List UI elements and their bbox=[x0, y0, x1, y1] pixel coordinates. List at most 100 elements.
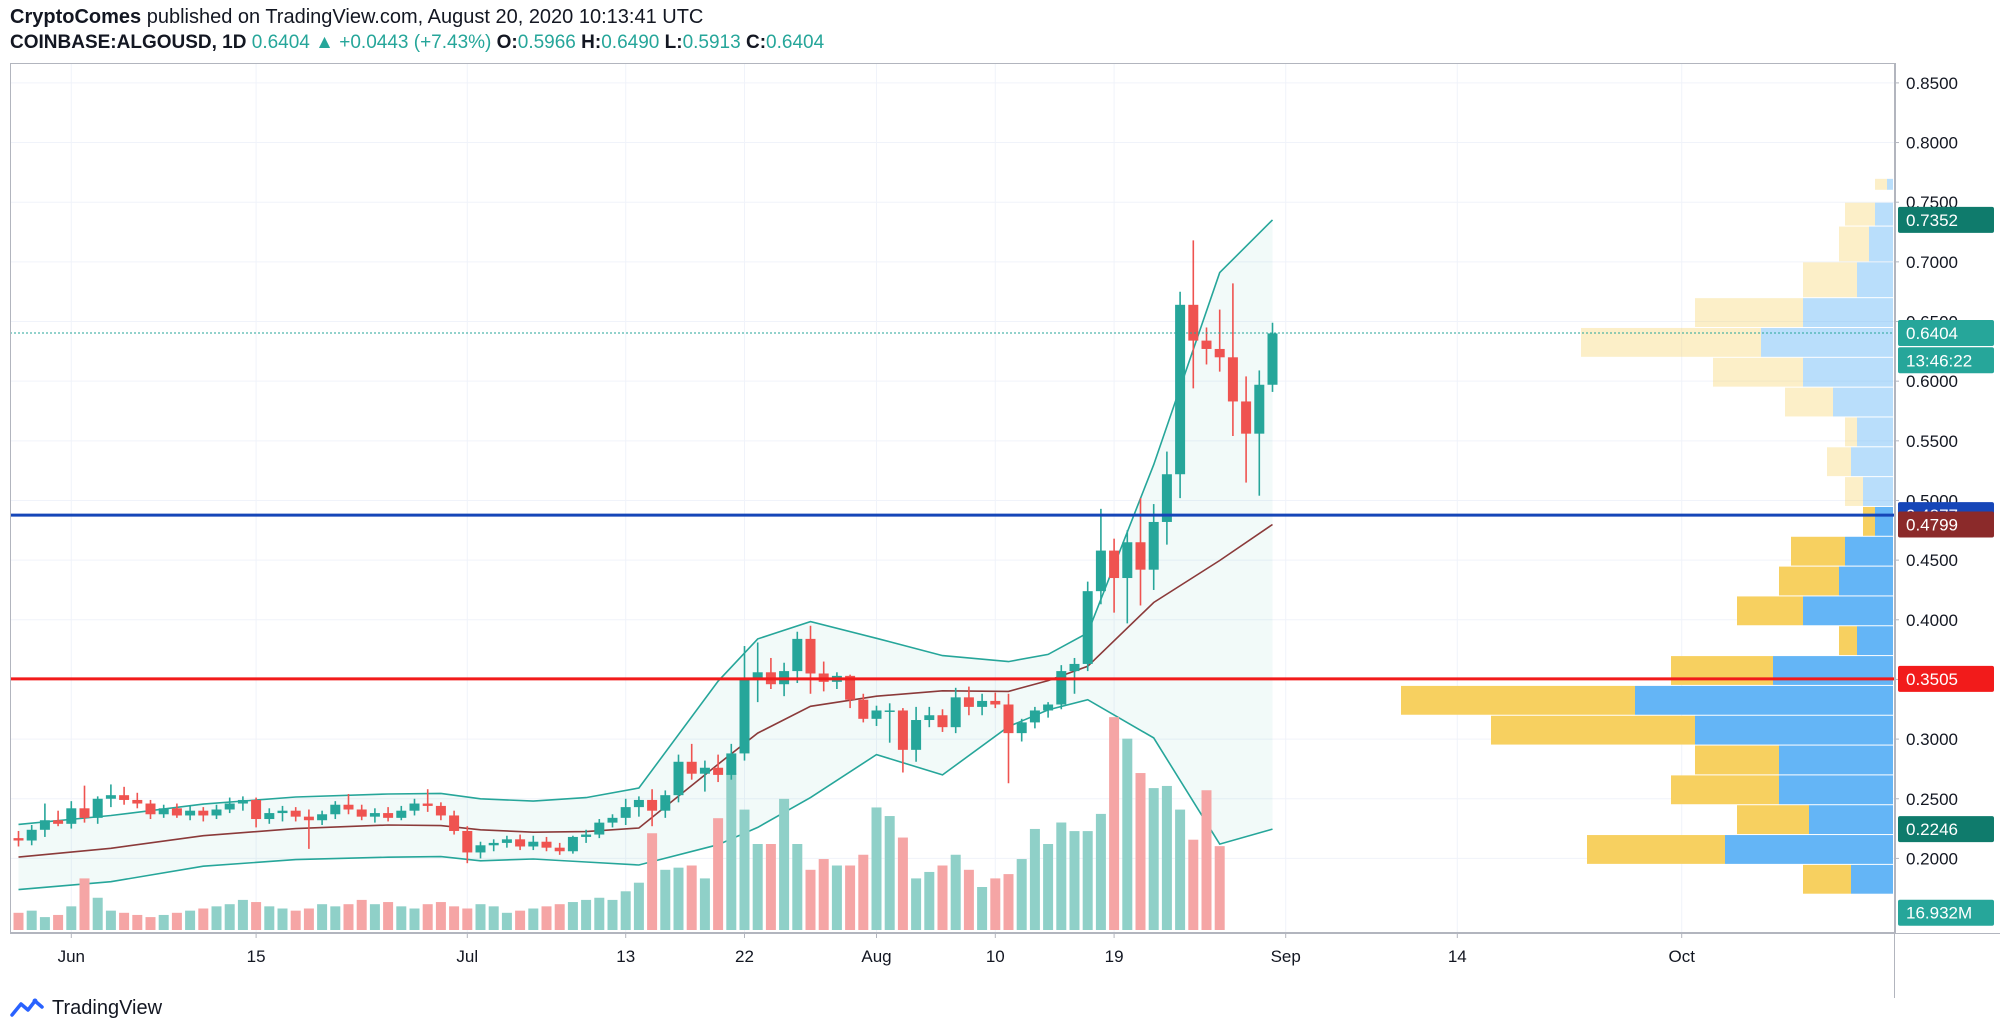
candle-body bbox=[1267, 333, 1278, 385]
candle bbox=[1188, 240, 1199, 389]
candle bbox=[581, 829, 592, 843]
candle-body bbox=[1188, 304, 1199, 341]
candle-body bbox=[699, 767, 710, 774]
price-tick-label: 0.2500 bbox=[1906, 790, 1958, 809]
volume-bar bbox=[158, 914, 169, 930]
candle bbox=[726, 743, 737, 780]
candle-body bbox=[1148, 521, 1159, 570]
volume-bar bbox=[607, 899, 618, 930]
price-chart[interactable]: 0.85000.80000.75000.70000.65000.60000.55… bbox=[0, 0, 2000, 1000]
candle-body bbox=[369, 813, 380, 817]
candle bbox=[105, 784, 116, 808]
volume-profile-sell-bar bbox=[1491, 715, 1695, 745]
candle bbox=[317, 810, 328, 826]
volume-profile-buy-bar bbox=[1725, 835, 1893, 864]
symbol-label[interactable]: COINBASE:ALGOUSD, 1D bbox=[10, 32, 247, 53]
candle-body bbox=[211, 809, 222, 816]
price-tick-label: 0.7000 bbox=[1906, 253, 1958, 272]
candle bbox=[1254, 370, 1265, 496]
volume-bar bbox=[1069, 831, 1080, 930]
candle-body bbox=[726, 753, 737, 775]
volume-bar bbox=[739, 809, 750, 930]
volume-profile-buy-bar bbox=[1803, 298, 1893, 327]
candle bbox=[1227, 283, 1238, 437]
time-tick-label: Oct bbox=[1668, 947, 1695, 966]
price-badge-bg bbox=[1898, 206, 1994, 233]
candle bbox=[26, 825, 37, 846]
volume-bar bbox=[1135, 773, 1146, 930]
volume-bar bbox=[541, 906, 552, 930]
price-badge-bg bbox=[1898, 347, 1994, 374]
price-badge: 16.932M bbox=[1898, 899, 1994, 926]
candle-body bbox=[396, 810, 407, 818]
volume-bar bbox=[963, 869, 974, 930]
candle-body bbox=[330, 804, 341, 815]
candle-body bbox=[1003, 704, 1014, 734]
volume-profile-buy-bar bbox=[1875, 202, 1893, 226]
volume-bar bbox=[792, 844, 803, 930]
candle bbox=[1056, 665, 1067, 710]
candle-body bbox=[501, 839, 512, 843]
candle-body bbox=[686, 761, 697, 774]
volume-bar bbox=[1161, 785, 1172, 930]
candle-body bbox=[752, 672, 763, 680]
volume-bar bbox=[897, 837, 908, 930]
time-axis[interactable]: Jun 15 Jul 13 22 Aug 10 19 Sep 14 Oct bbox=[58, 933, 1696, 966]
candle-body bbox=[977, 700, 988, 707]
published-text: published on TradingView.com, August 20,… bbox=[146, 6, 704, 28]
volume-profile-sell-bar bbox=[1587, 835, 1725, 864]
candle-body bbox=[845, 675, 856, 700]
candle bbox=[1095, 508, 1106, 605]
candle-body bbox=[950, 697, 961, 728]
footer-brand[interactable]: TradingView bbox=[52, 996, 163, 1019]
candle bbox=[686, 743, 697, 780]
candle bbox=[39, 803, 50, 837]
volume-bar bbox=[369, 904, 380, 930]
candle bbox=[739, 646, 750, 761]
volume-profile-sell-bar bbox=[1779, 566, 1839, 596]
volume-bar bbox=[462, 908, 473, 930]
time-tick-label: 10 bbox=[986, 947, 1005, 966]
candle bbox=[1016, 718, 1027, 742]
candle-body bbox=[633, 799, 644, 808]
candle-body bbox=[303, 816, 314, 821]
candle bbox=[13, 830, 24, 847]
tradingview-logo-icon[interactable] bbox=[10, 997, 44, 1019]
volume-bar bbox=[13, 912, 24, 930]
volume-bar bbox=[1214, 846, 1225, 930]
candle-body bbox=[884, 710, 895, 712]
candle bbox=[528, 835, 539, 851]
volume-bar bbox=[79, 878, 90, 930]
volume-bar bbox=[950, 854, 961, 930]
volume-bar bbox=[475, 904, 486, 930]
candle bbox=[937, 709, 948, 732]
candle-body bbox=[1016, 722, 1027, 734]
candle bbox=[633, 796, 644, 817]
candle bbox=[1148, 504, 1159, 590]
volume-bar bbox=[1029, 828, 1040, 930]
candle-body bbox=[39, 820, 50, 830]
volume-bar bbox=[686, 865, 697, 930]
candle bbox=[924, 706, 935, 728]
author-name[interactable]: CryptoComes bbox=[10, 6, 142, 28]
time-tick-label: Jun bbox=[58, 947, 85, 966]
volume-profile-sell-bar bbox=[1803, 864, 1851, 894]
candle bbox=[1122, 530, 1133, 624]
volume-profile-buy-bar bbox=[1803, 596, 1893, 626]
candle-body bbox=[237, 799, 248, 804]
candle-body bbox=[356, 809, 367, 817]
candle-body bbox=[554, 847, 565, 852]
candle bbox=[119, 786, 130, 805]
candle-body bbox=[158, 808, 169, 815]
candle bbox=[435, 802, 446, 821]
candle-body bbox=[1122, 542, 1133, 579]
candle bbox=[237, 796, 248, 811]
price-axis[interactable]: 0.85000.80000.75000.70000.65000.60000.55… bbox=[1894, 74, 1958, 869]
candle-body bbox=[1161, 474, 1172, 522]
price-badge: 0.2246 bbox=[1898, 816, 1994, 843]
price-badge-label: 0.3505 bbox=[1906, 670, 1958, 689]
candle-body bbox=[1241, 401, 1252, 434]
volume-bar bbox=[224, 904, 235, 930]
candle bbox=[145, 799, 156, 820]
candle bbox=[462, 826, 473, 864]
